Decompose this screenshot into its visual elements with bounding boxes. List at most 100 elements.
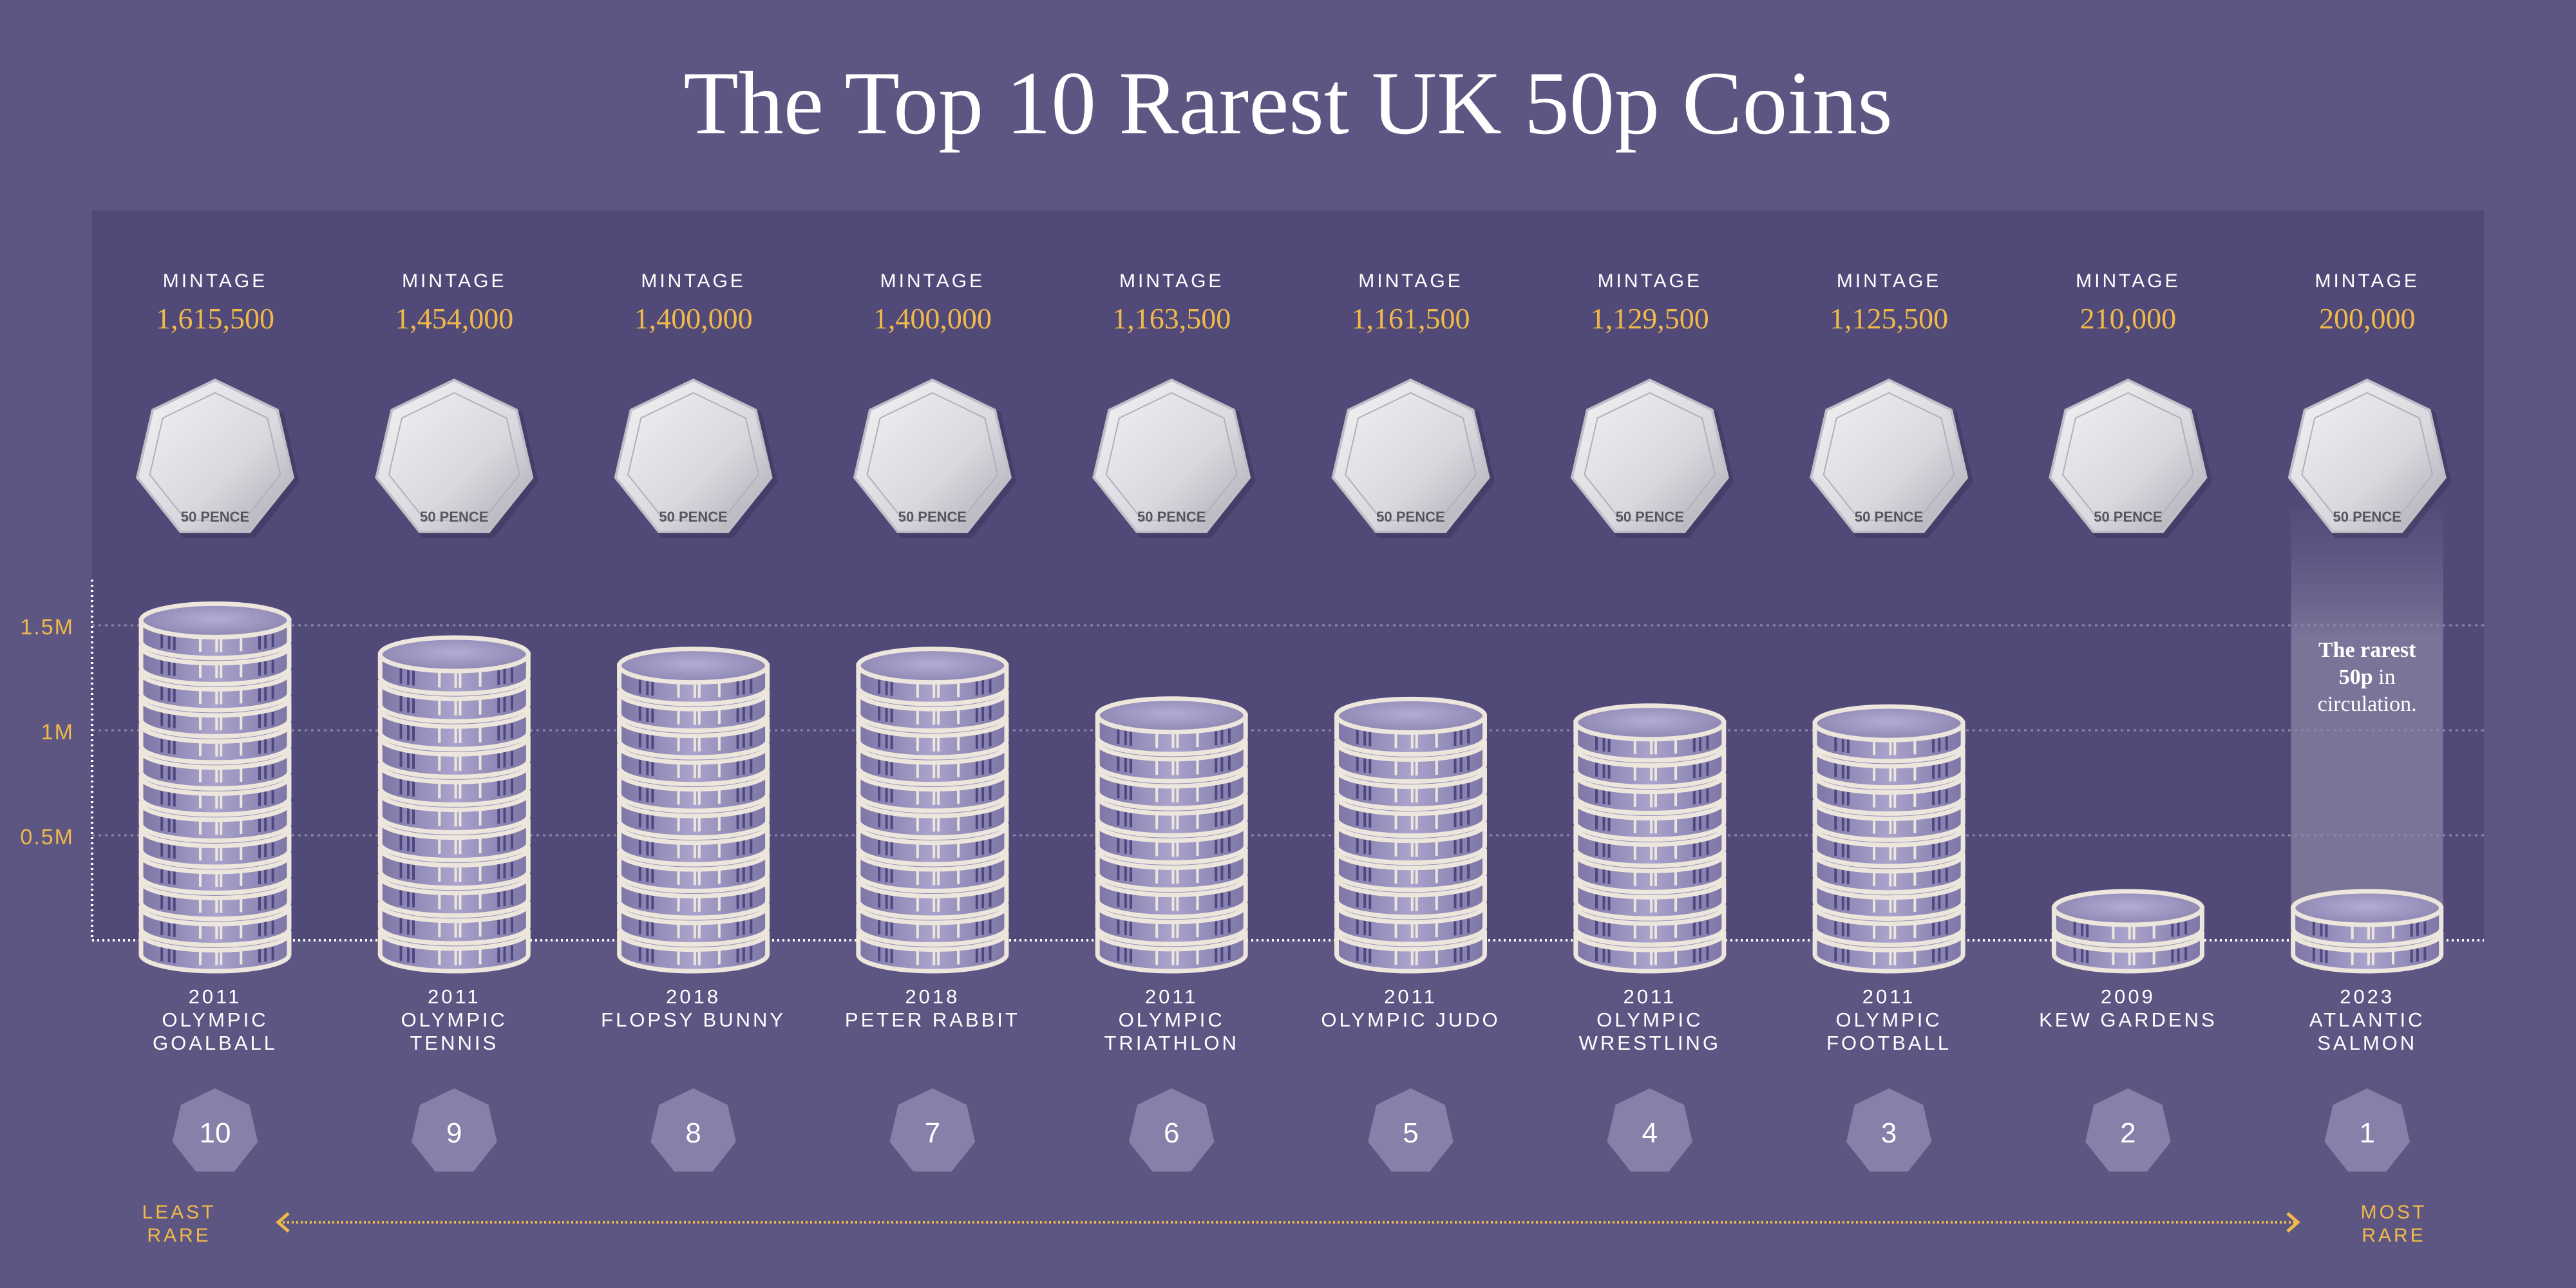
coin-face-text: 50 PENCE [2333,509,2401,525]
coin-name: GOALBALL [153,1032,278,1054]
rank-number: 8 [685,1117,701,1149]
coin-face-text: 50 PENCE [1616,509,1684,525]
mintage-value: 200,000 [2319,302,2416,335]
arrow-right-icon [2286,1212,2300,1233]
mintage-label: MINTAGE [2076,270,2180,292]
most-rare-label: MOST [2361,1202,2427,1223]
coin-top [1334,696,1487,735]
coin-rim [1105,392,1238,521]
coin-name: WRESTLING [1579,1032,1721,1054]
coin-name: OLYMPIC [1835,1009,1942,1031]
mintage-label: MINTAGE [1119,270,1224,292]
coin-image [375,378,534,533]
rank-number: 2 [2120,1117,2136,1149]
coin-name: OLYMPIC JUDO [1321,1009,1500,1031]
mintage-value: 1,163,500 [1112,302,1231,335]
coin-column-rank-6: MINTAGE 1,163,500 50 PENCE 2011OLYMPICTRIAT… [1092,270,1256,1172]
highlight-note-line3: circulation. [2318,692,2417,716]
mintage-value: 210,000 [2080,302,2177,335]
coin-column-rank-3: MINTAGE 1,125,500 50 PENCE 2011OLYMPICFOOTB… [1810,270,1973,1172]
coin-image [2287,378,2447,533]
coin-name: ATLANTIC [2309,1009,2425,1031]
mintage-label: MINTAGE [1598,270,1702,292]
coin-name: SALMON [2317,1032,2417,1054]
coin-rim [1823,392,1955,521]
coin-face-text: 50 PENCE [898,509,967,525]
rank-badge [172,1088,258,1172]
coin-face-text: 50 PENCE [420,509,488,525]
coin-rim [149,392,281,521]
rank-badge [889,1088,976,1172]
coin-image [2049,378,2208,533]
coin-image [614,378,773,533]
coin-year: 2011 [428,985,481,1008]
coin-face-text: 50 PENCE [181,509,249,525]
mintage-label: MINTAGE [1837,270,1941,292]
coin-year: 2009 [2101,985,2155,1008]
mintage-value: 1,615,500 [156,302,274,335]
coin-name: KEW GARDENS [2039,1009,2217,1031]
stacked-coin [856,647,1009,706]
mintage-label: MINTAGE [1358,270,1463,292]
rank-badge [1607,1088,1693,1172]
stacked-coin [617,647,770,706]
least-rare-label: RARE [147,1225,211,1246]
rank-badge [1846,1088,1932,1172]
rank-badge [2324,1088,2410,1172]
coin-rim [2301,392,2434,521]
rank-number: 4 [1642,1117,1658,1149]
rank-number: 1 [2359,1117,2374,1149]
coin-face-text: 50 PENCE [2094,509,2162,525]
coin-top [1573,703,1727,742]
coin-top [1812,704,1965,743]
coin-image [853,378,1012,533]
least-rare-label: LEAST [142,1202,216,1223]
coin-year: 2018 [905,985,960,1008]
rank-number: 6 [1164,1117,1179,1149]
mintage-label: MINTAGE [163,270,267,292]
coin-name: TENNIS [410,1032,498,1054]
coin-name: OLYMPIC [1119,1009,1225,1031]
coin-rim [388,392,520,521]
coin-rim [1584,392,1716,521]
coin-image [1810,378,1969,533]
stacked-coin [1334,696,1487,757]
coin-year: 2011 [1145,985,1198,1008]
y-tick-label: 1.5M [20,615,74,639]
coin-name: TRIATHLON [1104,1032,1239,1054]
highlight-note-line1: The rarest [2318,638,2416,662]
coin-top [856,647,1009,685]
y-tick-label: 0.5M [20,825,74,849]
highlight-note-line2: 50p in [2339,665,2396,689]
mintage-label: MINTAGE [402,270,506,292]
mintage-value: 1,161,500 [1352,302,1470,335]
coin-face-text: 50 PENCE [659,509,727,525]
coin-image [1331,378,1490,533]
coin-name: FOOTBALL [1826,1032,1951,1054]
coin-image [1570,378,1729,533]
most-rare-label: RARE [2362,1225,2425,1246]
stacked-coin [2291,889,2444,948]
rank-number: 10 [200,1117,231,1149]
coin-face-text: 50 PENCE [1376,509,1444,525]
coin-year: 2011 [1384,985,1437,1008]
mintage-label: MINTAGE [641,270,745,292]
y-tick-label: 1M [41,720,74,744]
mintage-value: 1,129,500 [1591,302,1709,335]
rank-number: 5 [1403,1117,1418,1149]
mintage-label: MINTAGE [880,270,985,292]
coin-column-rank-4: MINTAGE 1,129,500 50 PENCE 2011OLYMPICWREST… [1570,270,1734,1172]
coin-face-text: 50 PENCE [1137,509,1206,525]
highlight-column [2291,509,2443,940]
rank-number: 3 [1881,1117,1897,1149]
stacked-coin [1812,704,1965,764]
coin-column-rank-9: MINTAGE 1,454,000 50 PENCE 2011OLYMPICTENNI… [375,270,539,1172]
stacked-coin [1573,703,1727,763]
coin-top [617,647,770,685]
coin-top [138,601,292,639]
mintage-value: 1,454,000 [395,302,513,335]
coin-image [1092,378,1251,533]
coin-name: FLOPSY BUNNY [601,1009,786,1031]
